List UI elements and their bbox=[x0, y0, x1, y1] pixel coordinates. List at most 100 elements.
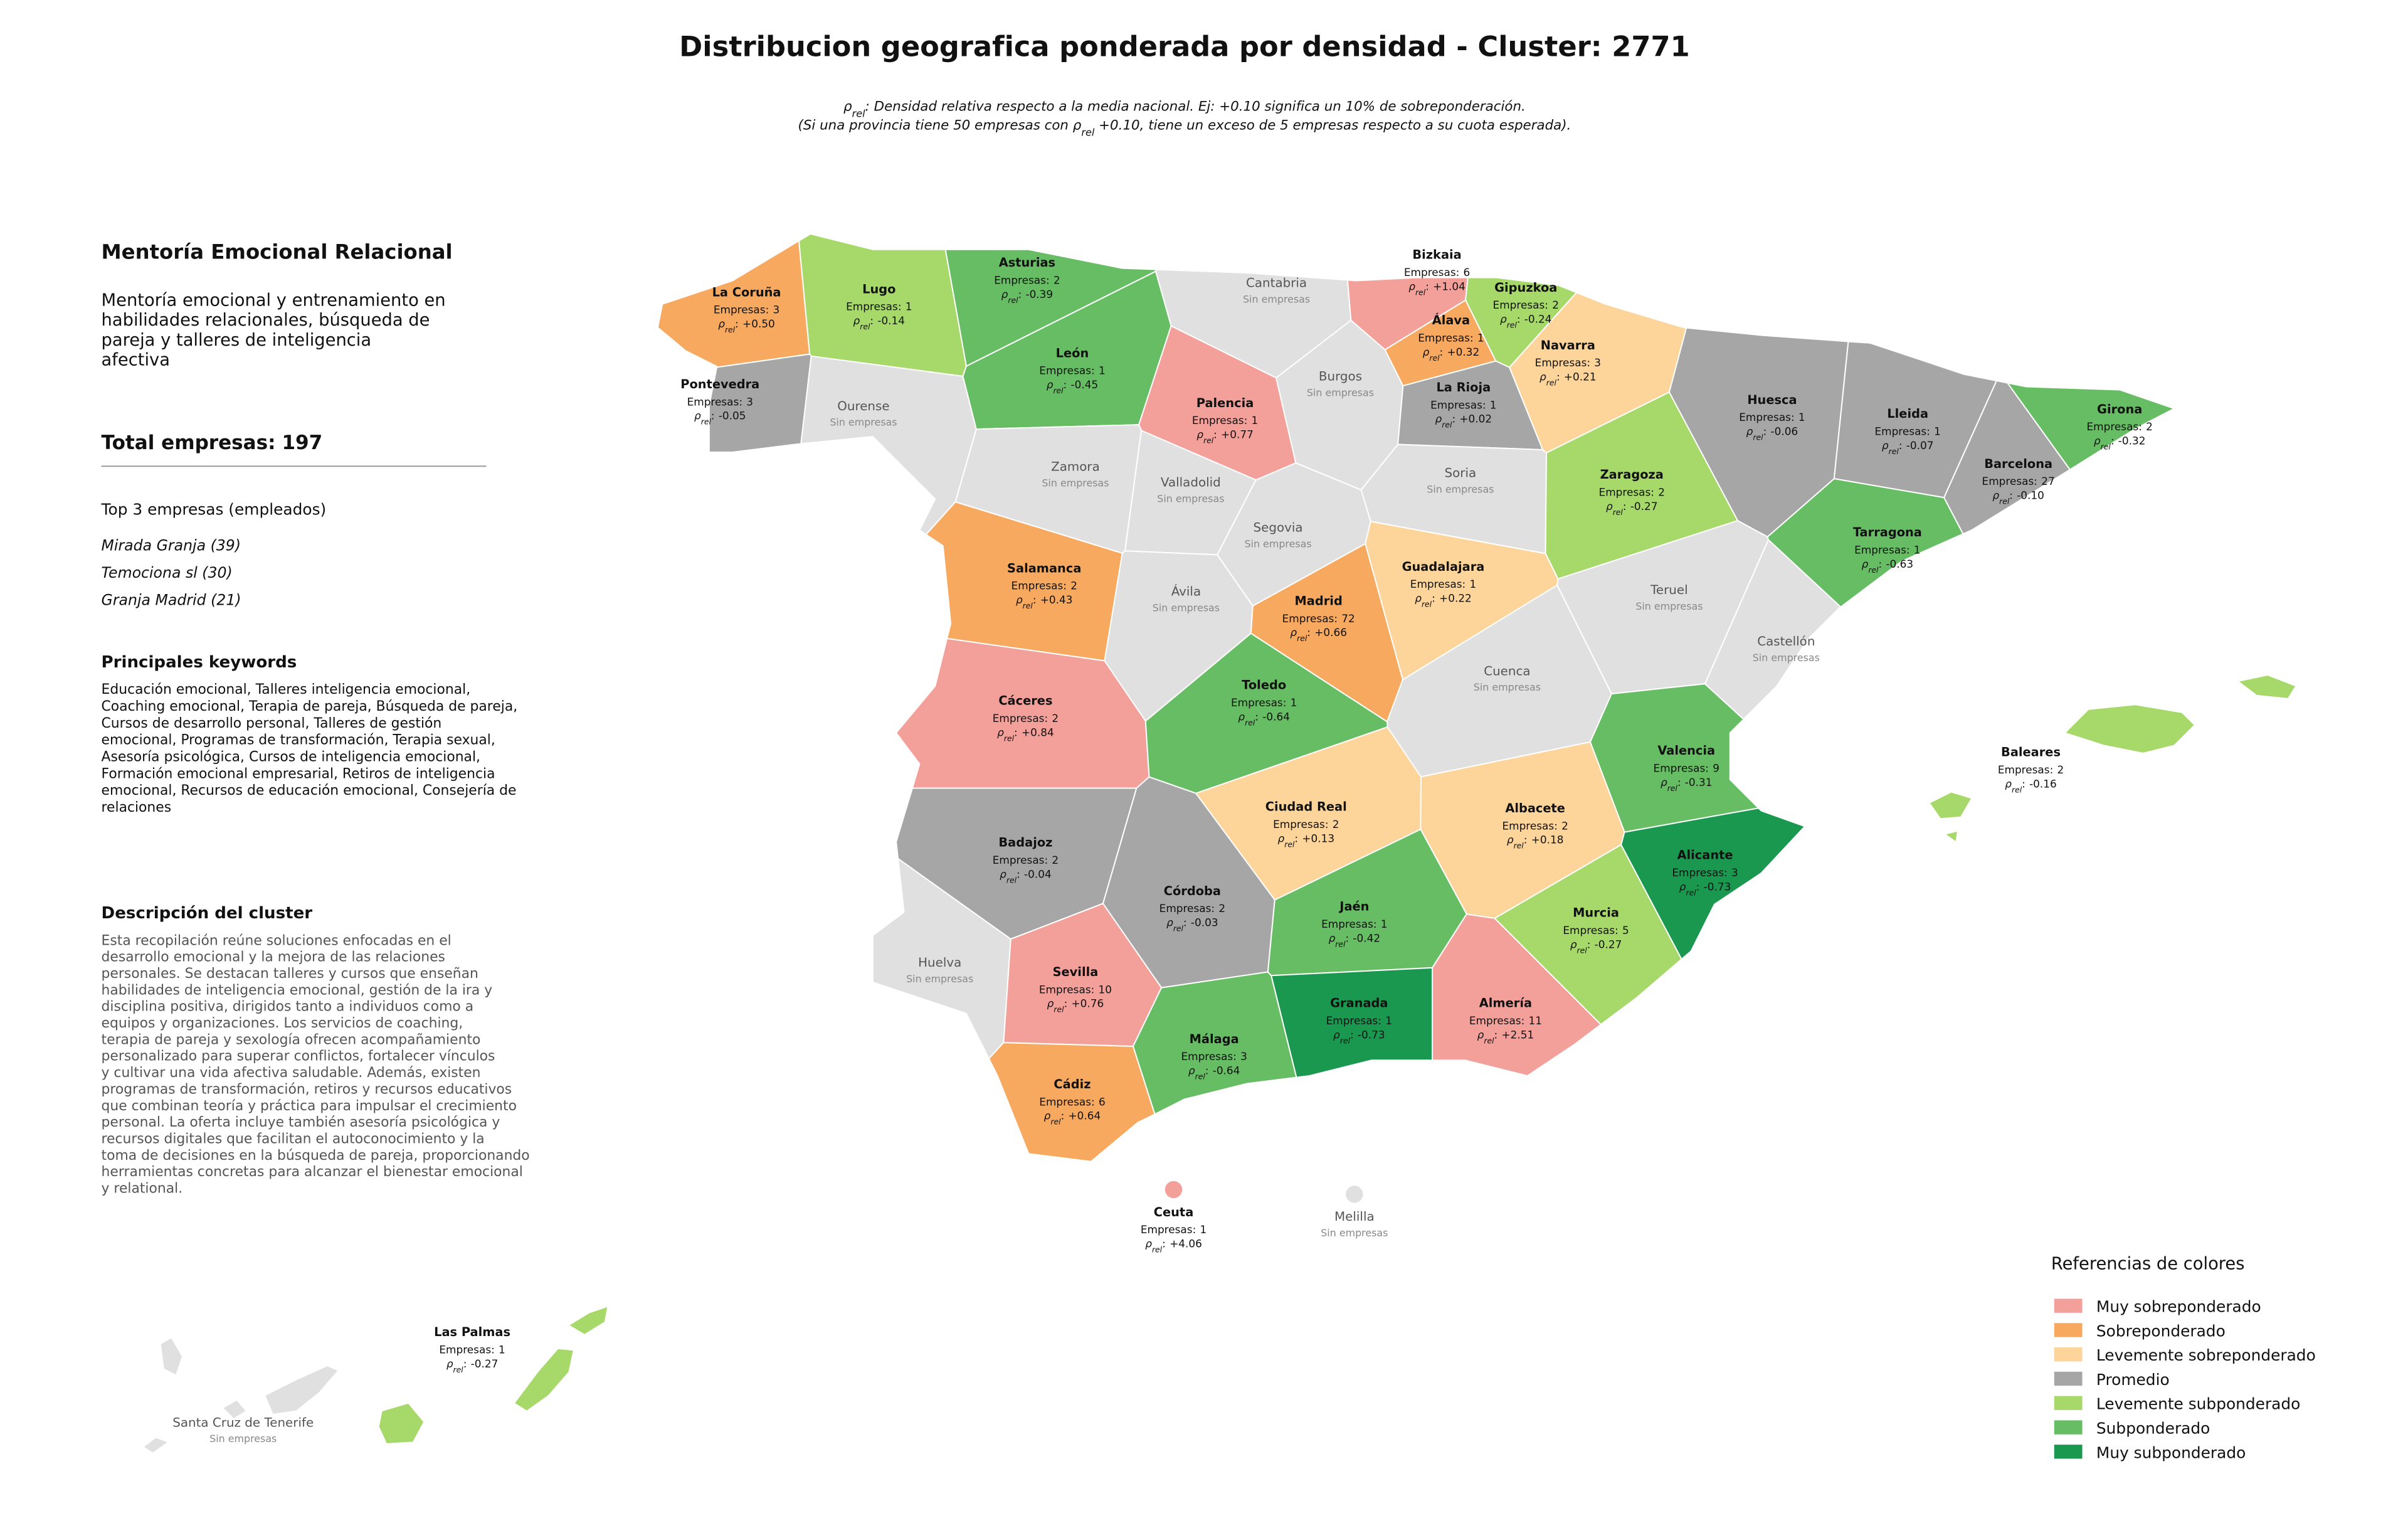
companies-label: Empresas: bbox=[1563, 924, 1618, 936]
rho-sep: : bbox=[1517, 313, 1521, 326]
rho-sep: : bbox=[1307, 626, 1311, 639]
description-line: disciplina positiva, dirigidos tanto a i… bbox=[102, 999, 474, 1015]
keywords-line: Coaching emocional, Terapia de pareja, B… bbox=[102, 699, 518, 714]
companies-value: 1 bbox=[1469, 578, 1476, 590]
province-name: Zamora bbox=[1051, 460, 1100, 474]
rho-value: -0.45 bbox=[1071, 378, 1099, 391]
no-companies: Sin empresas bbox=[1474, 681, 1541, 693]
rho-line: ρrel: +0.77 bbox=[1196, 428, 1254, 445]
rho-sub: rel bbox=[860, 322, 870, 331]
rho-value: +0.22 bbox=[1439, 592, 1472, 605]
province-name: Valladolid bbox=[1161, 475, 1221, 490]
no-companies: Sin empresas bbox=[1321, 1227, 1388, 1239]
rho-symbol: ρ bbox=[1044, 1110, 1051, 1122]
rho-value: -0.24 bbox=[1524, 313, 1552, 326]
rho-value: -0.64 bbox=[1262, 710, 1290, 723]
companies-line: Empresas: 1 bbox=[1854, 543, 1920, 556]
rho-line: ρrel: -0.32 bbox=[2094, 434, 2146, 451]
companies-value: 1 bbox=[1291, 696, 1297, 709]
rho-sep: : bbox=[1205, 1064, 1209, 1077]
rho-value: +0.64 bbox=[1069, 1110, 1101, 1122]
companies-value: 2 bbox=[1561, 819, 1568, 832]
companies-line: Empresas: 1 bbox=[1141, 1223, 1207, 1236]
province-name: Guadalajara bbox=[1402, 560, 1485, 574]
rho-symbol: ρ bbox=[718, 317, 725, 330]
companies-line: Empresas: 1 bbox=[1874, 425, 1940, 438]
rho-symbol: ρ bbox=[1862, 558, 1869, 570]
rho-value: -0.27 bbox=[471, 1357, 499, 1370]
rho-line: ρrel: -0.42 bbox=[1329, 931, 1381, 948]
description-line: y relational. bbox=[102, 1180, 183, 1196]
province-name: Cuenca bbox=[1484, 664, 1530, 678]
rho-value: +2.51 bbox=[1501, 1028, 1534, 1041]
province-name: Asturias bbox=[999, 255, 1055, 270]
legend-swatch bbox=[2054, 1445, 2083, 1459]
province-name: Salamanca bbox=[1007, 561, 1081, 575]
rho-symbol: ρ bbox=[1606, 500, 1613, 512]
rho-symbol: ρ bbox=[1539, 371, 1546, 383]
companies-value: 2 bbox=[1054, 273, 1060, 286]
description-line: desarrollo emocional y la mejora de las … bbox=[102, 950, 445, 965]
rho-symbol: ρ bbox=[694, 410, 701, 422]
companies-label: Empresas: bbox=[1039, 364, 1094, 377]
rho-sep: : bbox=[1017, 867, 1020, 880]
province-name: Melilla bbox=[1334, 1209, 1375, 1224]
no-companies: Sin empresas bbox=[906, 973, 973, 985]
rho-line: ρrel: +0.22 bbox=[1415, 592, 1472, 609]
rho-symbol: ρ bbox=[1329, 931, 1336, 944]
companies-value: 1 bbox=[1914, 543, 1921, 556]
companies-value: 6 bbox=[1464, 266, 1471, 279]
rho-sub: rel bbox=[1422, 599, 1432, 608]
legend-label: Promedio bbox=[2096, 1371, 2170, 1389]
province-name: Huesca bbox=[1747, 393, 1797, 407]
rho-symbol: ρ bbox=[1408, 280, 1415, 292]
rho-symbol: ρ bbox=[1507, 834, 1514, 846]
rho-sub: rel bbox=[1613, 507, 1624, 516]
no-companies: Sin empresas bbox=[1244, 538, 1311, 550]
rho-value: -0.06 bbox=[1771, 425, 1798, 438]
rho-value: -0.63 bbox=[1886, 558, 1913, 570]
description-line: y cultivar una vida afectiva saludable. … bbox=[102, 1065, 481, 1081]
rho-value: +0.43 bbox=[1040, 593, 1073, 606]
rho-value: +0.13 bbox=[1302, 832, 1334, 844]
rho-sep: : bbox=[1524, 834, 1528, 846]
companies-line: Empresas: 2 bbox=[1273, 818, 1339, 830]
companies-value: 9 bbox=[1713, 761, 1719, 774]
province bbox=[1704, 538, 1842, 721]
rho-sep: : bbox=[1452, 413, 1455, 425]
rho-symbol: ρ bbox=[1423, 346, 1430, 358]
companies-label: Empresas: bbox=[1493, 299, 1548, 311]
rho-sep: : bbox=[1494, 1028, 1498, 1041]
province-name: Baleares bbox=[2001, 745, 2061, 760]
description-line: Esta recopilación reúne soluciones enfoc… bbox=[102, 933, 452, 948]
rho-symbol: ρ bbox=[446, 1357, 453, 1370]
rho-line: ρrel: +0.50 bbox=[718, 317, 775, 334]
rho-value: -0.05 bbox=[719, 410, 746, 422]
rho-line: ρrel: -0.14 bbox=[853, 314, 906, 331]
companies-line: Empresas: 1 bbox=[1039, 364, 1105, 377]
companies-line: Empresas: 72 bbox=[1282, 612, 1355, 625]
province-name: Málaga bbox=[1190, 1032, 1239, 1046]
rho-sep: : bbox=[1556, 371, 1560, 383]
legend-label: Muy subponderado bbox=[2096, 1443, 2246, 1462]
companies-line: Empresas: 10 bbox=[1039, 983, 1112, 995]
island bbox=[568, 1305, 609, 1335]
companies-value: 2 bbox=[1052, 854, 1059, 866]
rho-sep: : bbox=[870, 314, 874, 327]
province-name: Jaén bbox=[1338, 899, 1369, 914]
companies-line: Empresas: 2 bbox=[1502, 819, 1568, 832]
rho-sep: : bbox=[1064, 378, 1067, 391]
province-name: Madrid bbox=[1295, 593, 1343, 608]
rho-symbol: ρ bbox=[2094, 434, 2101, 447]
companies-line: Empresas: 2 bbox=[993, 712, 1059, 724]
companies-line: Empresas: 3 bbox=[687, 395, 753, 408]
rho-sub: rel bbox=[1053, 386, 1064, 395]
total-value: 197 bbox=[282, 432, 322, 454]
rho-sep: : bbox=[1899, 439, 1903, 452]
island bbox=[2064, 704, 2195, 754]
companies-value: 27 bbox=[2041, 475, 2055, 487]
companies-value: 1 bbox=[1200, 1223, 1207, 1236]
rho-line: ρrel: +0.76 bbox=[1047, 997, 1104, 1014]
companies-label: Empresas: bbox=[1502, 819, 1557, 832]
